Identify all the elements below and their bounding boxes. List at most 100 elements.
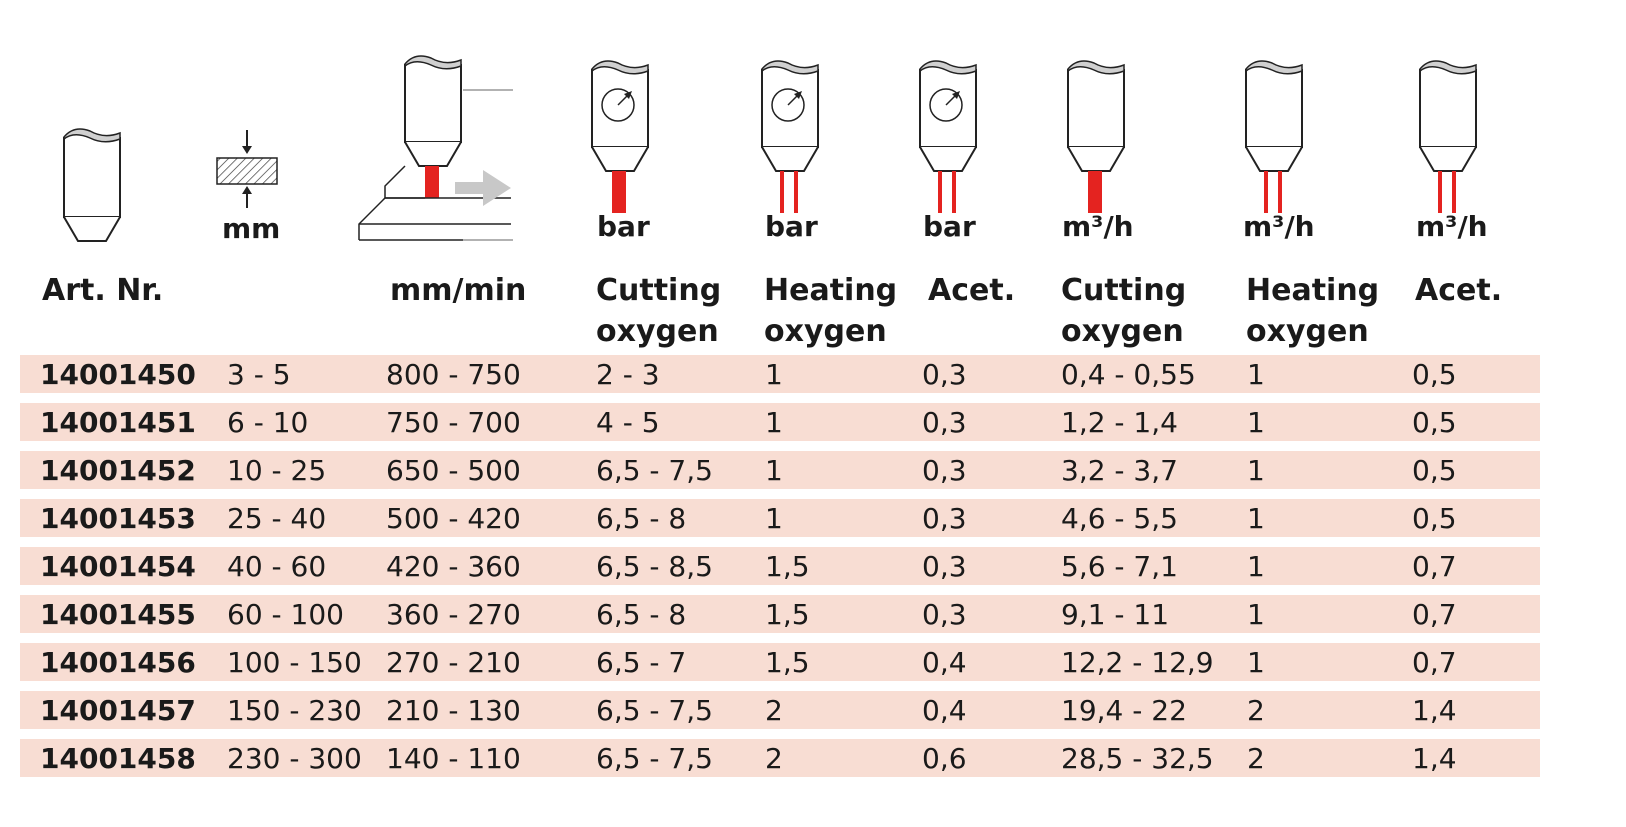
cell-speed: 140 - 110 [386,742,521,775]
cell-art-nr: 14001457 [40,694,196,727]
cell-thickness: 40 - 60 [227,550,327,583]
cell-speed: 360 - 270 [386,598,521,631]
cell-heating-pressure: 1,5 [765,550,810,583]
cell-cutting-pressure: 6,5 - 8 [596,502,687,535]
cell-speed: 650 - 500 [386,454,521,487]
header-speed: mm/min [390,273,527,308]
cell-art-nr: 14001451 [40,406,196,439]
cell-cutting-pressure: 2 - 3 [596,358,660,391]
cutting-speed-icon [358,55,513,241]
cell-art-nr: 14001455 [40,598,196,631]
cell-thickness: 230 - 300 [227,742,362,775]
cell-cutting-pressure: 4 - 5 [596,406,660,439]
cell-heating-pressure: 2 [765,742,783,775]
cell-speed: 270 - 210 [386,646,521,679]
cell-acet-pressure: 0,6 [922,742,967,775]
pressure-gauge-icon [591,60,649,213]
unit-thickness: mm [222,212,281,245]
header-line: oxygen [1246,314,1369,349]
cell-heating-pressure: 1,5 [765,646,810,679]
cell-heating-pressure: 2 [765,694,783,727]
table-row: 14001457 150 - 230 210 - 130 6,5 - 7,5 2… [20,691,1540,729]
cell-heating-flow: 1 [1247,646,1265,679]
cell-acet-pressure: 0,3 [922,502,967,535]
header-cutting-pressure: Cutting oxygen [596,270,721,352]
header-acet-flow: Acet. [1415,273,1503,308]
cell-heating-pressure: 1 [765,406,783,439]
cell-heating-flow: 1 [1247,454,1265,487]
flow-icon [1419,60,1477,213]
header-line: Heating [764,273,898,308]
cell-heating-pressure: 1 [765,358,783,391]
cell-heating-flow: 2 [1247,694,1265,727]
cell-thickness: 6 - 10 [227,406,309,439]
table-row: 14001455 60 - 100 360 - 270 6,5 - 8 1,5 … [20,595,1540,633]
unit-acet-flow: m³/h [1416,210,1488,243]
cell-speed: 500 - 420 [386,502,521,535]
cell-speed: 420 - 360 [386,550,521,583]
cell-acet-flow: 0,7 [1412,598,1457,631]
cell-cutting-pressure: 6,5 - 7 [596,646,687,679]
cell-cutting-flow: 28,5 - 32,5 [1061,742,1214,775]
cell-heating-flow: 2 [1247,742,1265,775]
header-line: oxygen [1061,314,1184,349]
cell-cutting-flow: 5,6 - 7,1 [1061,550,1178,583]
cell-heating-flow: 1 [1247,358,1265,391]
header-line: Cutting [1061,273,1187,308]
cell-art-nr: 14001450 [40,358,196,391]
header-heating-pressure: Heating oxygen [764,270,897,352]
cell-art-nr: 14001456 [40,646,196,679]
cell-acet-flow: 1,4 [1412,694,1457,727]
unit-heating-flow: m³/h [1243,210,1315,243]
table-row: 14001456 100 - 150 270 - 210 6,5 - 7 1,5… [20,643,1540,681]
cell-cutting-flow: 1,2 - 1,4 [1061,406,1178,439]
cell-acet-pressure: 0,4 [922,646,967,679]
cell-acet-pressure: 0,4 [922,694,967,727]
cell-cutting-flow: 12,2 - 12,9 [1061,646,1214,679]
cell-thickness: 10 - 25 [227,454,327,487]
cell-acet-flow: 0,5 [1412,358,1457,391]
cell-acet-flow: 0,5 [1412,406,1457,439]
cell-acet-pressure: 0,3 [922,454,967,487]
cell-speed: 210 - 130 [386,694,521,727]
header-line: Cutting [596,273,722,308]
cell-heating-pressure: 1 [765,502,783,535]
cell-cutting-pressure: 6,5 - 7,5 [596,694,713,727]
header-line: Heating [1246,273,1380,308]
header-line: oxygen [764,314,887,349]
cell-heating-flow: 1 [1247,406,1265,439]
cell-art-nr: 14001453 [40,502,196,535]
cell-thickness: 25 - 40 [227,502,327,535]
table-row: 14001454 40 - 60 420 - 360 6,5 - 8,5 1,5… [20,547,1540,585]
cell-acet-flow: 0,5 [1412,502,1457,535]
cell-art-nr: 14001458 [40,742,196,775]
pressure-gauge-icon [919,60,977,213]
pressure-gauge-icon [761,60,819,213]
table-row: 14001451 6 - 10 750 - 700 4 - 5 1 0,3 1,… [20,403,1540,441]
cell-cutting-flow: 19,4 - 22 [1061,694,1187,727]
cell-acet-pressure: 0,3 [922,358,967,391]
unit-cutting-pressure: bar [597,210,650,243]
cell-acet-flow: 0,7 [1412,646,1457,679]
cell-speed: 800 - 750 [386,358,521,391]
cell-acet-pressure: 0,3 [922,598,967,631]
thickness-icon [216,130,278,208]
cell-acet-flow: 0,5 [1412,454,1457,487]
cell-thickness: 3 - 5 [227,358,291,391]
cell-cutting-pressure: 6,5 - 8,5 [596,550,713,583]
cell-speed: 750 - 700 [386,406,521,439]
cell-thickness: 100 - 150 [227,646,362,679]
cell-cutting-flow: 0,4 - 0,55 [1061,358,1196,391]
cell-heating-flow: 1 [1247,598,1265,631]
cell-cutting-pressure: 6,5 - 8 [596,598,687,631]
unit-cutting-flow: m³/h [1062,210,1134,243]
flow-icon [1067,60,1125,213]
header-art-nr: Art. Nr. [42,273,164,308]
cell-acet-pressure: 0,3 [922,406,967,439]
header-heating-flow: Heating oxygen [1246,270,1379,352]
cell-cutting-flow: 3,2 - 3,7 [1061,454,1178,487]
table-row: 14001453 25 - 40 500 - 420 6,5 - 8 1 0,3… [20,499,1540,537]
table-row: 14001452 10 - 25 650 - 500 6,5 - 7,5 1 0… [20,451,1540,489]
cell-acet-flow: 1,4 [1412,742,1457,775]
cell-heating-flow: 1 [1247,550,1265,583]
